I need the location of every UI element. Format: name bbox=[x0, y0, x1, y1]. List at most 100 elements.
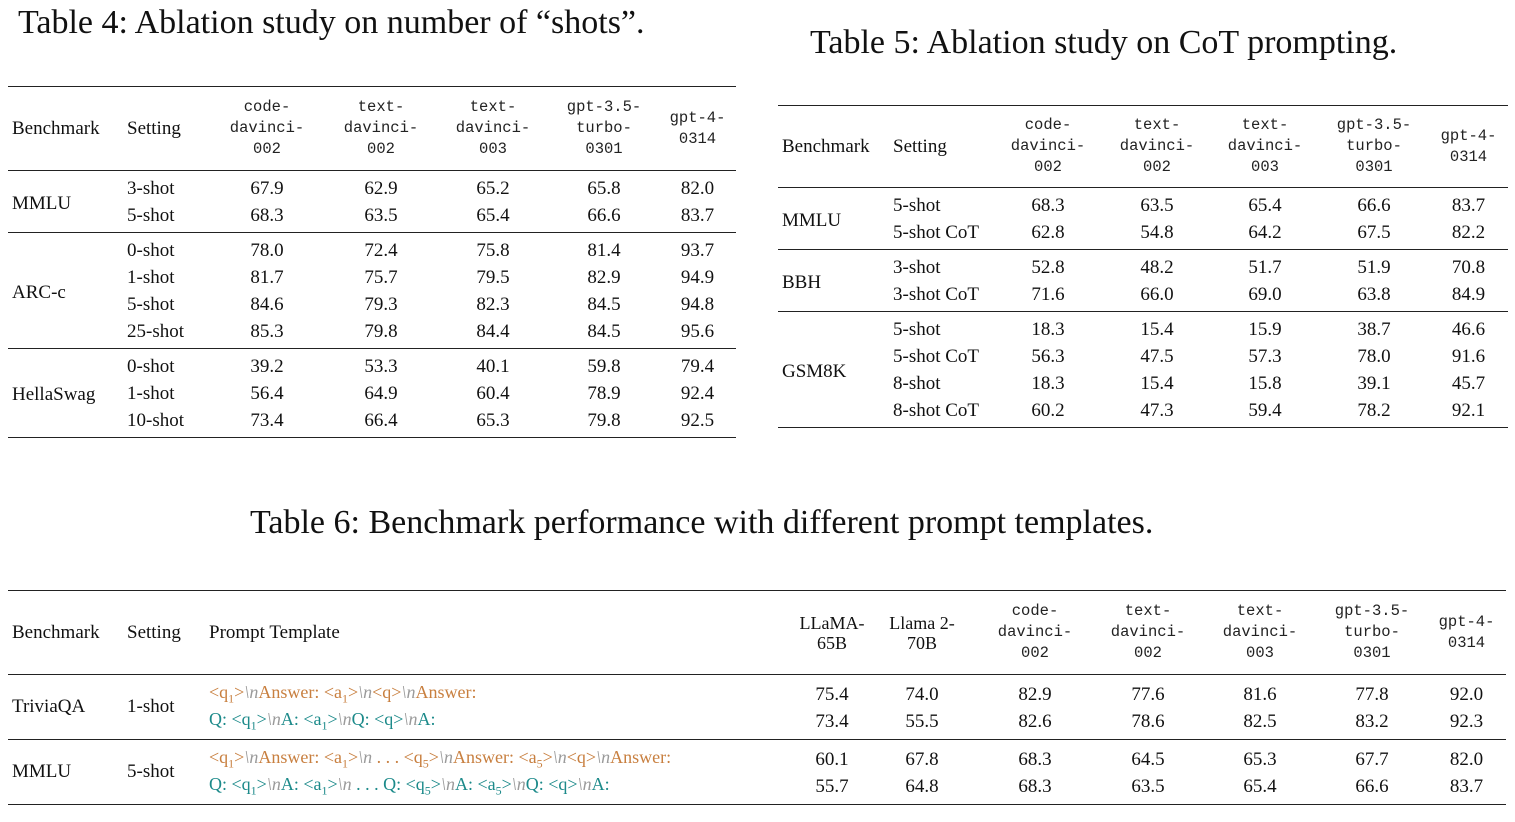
benchmark-name: ARC-c bbox=[12, 281, 66, 303]
value-cell: 57.3 bbox=[1248, 345, 1282, 367]
table6: Benchmark Setting Prompt Template LLaMA- 65B… bbox=[8, 590, 1506, 805]
table4: Benchmark Setting code-davinci- 002 text-dav… bbox=[8, 86, 736, 438]
template-subscript: 1 bbox=[321, 783, 328, 798]
template-subscript: 1 bbox=[250, 783, 257, 798]
table5-group: GSM8K 5-shot 18.3 15.4 15.9 38.7 46.6 5-shot Co… bbox=[778, 312, 1508, 428]
value-cell: 39.1 bbox=[1357, 372, 1391, 394]
value-cell: 85.3 bbox=[250, 320, 284, 342]
value-cell: 47.5 bbox=[1140, 345, 1174, 367]
table6-header-model-line: 0301 bbox=[1353, 644, 1391, 662]
value-cell: 64.9 bbox=[364, 382, 398, 404]
table4-header-model-line: 002 bbox=[367, 140, 395, 158]
setting-cell: 1-shot bbox=[127, 382, 175, 404]
table4-header-row: Benchmark Setting code-davinci- 002 text-dav… bbox=[8, 86, 736, 171]
template-token: . . . <q5> bbox=[372, 747, 439, 771]
template-subscript: 1 bbox=[250, 718, 257, 733]
prompt-template: Q: <q1>\nA: <a1>\n . . . Q: <q5>\nA: <a5… bbox=[209, 773, 797, 805]
benchmark-name: BBH bbox=[782, 271, 822, 293]
value-cell: 59.4 bbox=[1248, 399, 1282, 421]
table6-header-model-line: 70B bbox=[906, 632, 937, 653]
table6-header-model-line: 003 bbox=[1246, 644, 1274, 662]
template-token: Answer: <a1> bbox=[258, 747, 359, 771]
setting-cell: 0-shot bbox=[127, 239, 175, 261]
benchmark-name: MMLU bbox=[782, 209, 842, 231]
table6-header-model-line: davinci- bbox=[997, 623, 1073, 641]
table6-header-model-line: Llama 2- bbox=[889, 612, 955, 633]
table6-header-model: code-davinci- 002 bbox=[977, 591, 1093, 675]
table-row: MMLU 5-shot 68.3 63.5 65.4 66.6 83.7 bbox=[778, 188, 1508, 231]
table6-header-model-line: code- bbox=[1011, 602, 1059, 620]
table5-header-benchmark: Benchmark bbox=[782, 135, 870, 157]
value-cell: 84.5 bbox=[587, 293, 621, 315]
table6-header-model-line: turbo- bbox=[1344, 623, 1400, 641]
table4-header-model-line: code- bbox=[243, 98, 291, 116]
table-row: Q: <q1>\nA: <a1>\nQ: <q>\nA: 73.4 55.5 82.6… bbox=[8, 708, 1506, 740]
setting-cell: 5-shot bbox=[893, 318, 941, 340]
newline-separator: \n bbox=[403, 709, 418, 730]
setting-cell: 0-shot bbox=[127, 355, 175, 377]
template-token: A: <a5> bbox=[454, 774, 512, 798]
prompt-template: <q1>\nAnswer: <a1>\n<q>\nAnswer: bbox=[209, 675, 797, 709]
value-cell: 84.4 bbox=[476, 320, 510, 342]
setting-cell: 5-shot bbox=[127, 293, 175, 315]
table5-header-model-line: text- bbox=[1133, 116, 1181, 134]
table-row: Q: <q1>\nA: <a1>\n . . . Q: <q5>\nA: <a5… bbox=[8, 773, 1506, 805]
table5-header-model-line: 003 bbox=[1251, 158, 1279, 176]
table4-header-model: text-davinci- 003 bbox=[437, 87, 549, 171]
newline-separator: \n bbox=[401, 682, 416, 703]
template-token: <q> bbox=[372, 682, 402, 703]
table-row: 5-shot 84.6 79.3 82.3 84.5 94.8 bbox=[8, 291, 736, 318]
value-cell: 83.7 bbox=[680, 204, 715, 226]
value-cell: 63.8 bbox=[1357, 283, 1391, 305]
table6-header-model-line: gpt-4- bbox=[1438, 612, 1495, 631]
table4-header: Benchmark Setting code-davinci- 002 text-dav… bbox=[8, 86, 736, 171]
value-cell: 55.7 bbox=[815, 775, 849, 797]
template-subscript: 1 bbox=[341, 691, 348, 706]
value-cell: 84.6 bbox=[250, 293, 284, 315]
template-subscript: 1 bbox=[341, 756, 348, 771]
table6-header-model-line: gpt-3.5- bbox=[1334, 602, 1410, 620]
table5-header-model-line: gpt-4- bbox=[1440, 126, 1497, 145]
value-cell: 92.5 bbox=[680, 409, 715, 431]
value-cell: 75.7 bbox=[364, 266, 398, 288]
template-token: Answer: bbox=[415, 682, 477, 703]
newline-separator: \n bbox=[552, 747, 567, 768]
newline-separator: \n bbox=[266, 774, 281, 795]
table4-header-model-line: davinci- bbox=[343, 119, 419, 137]
value-cell: 83.7 bbox=[1451, 194, 1486, 216]
value-cell: 91.6 bbox=[1451, 345, 1486, 367]
value-cell: 79.8 bbox=[587, 409, 621, 431]
table5-header-setting: Setting bbox=[893, 135, 947, 157]
value-cell: 15.9 bbox=[1248, 318, 1282, 340]
newline-separator: \n bbox=[440, 774, 455, 795]
table5-header-model: text-davinci- 002 bbox=[1103, 106, 1211, 188]
value-cell: 82.9 bbox=[1018, 683, 1052, 705]
value-cell: 51.7 bbox=[1248, 256, 1282, 278]
table-row: 25-shot 85.3 79.8 84.4 84.5 95.6 bbox=[8, 318, 736, 349]
template-token: A: <a1> bbox=[280, 709, 338, 733]
table4-group: MMLU 3-shot 67.9 62.9 65.2 65.8 82.0 5-shot 68.3… bbox=[8, 171, 736, 233]
value-cell: 79.5 bbox=[476, 266, 510, 288]
setting-cell: 3-shot bbox=[127, 177, 175, 199]
newline-separator: \n bbox=[358, 682, 373, 703]
table5-header-model-line: 002 bbox=[1143, 158, 1171, 176]
value-cell: 81.4 bbox=[587, 239, 621, 261]
template-subscript: 5 bbox=[424, 783, 431, 798]
value-cell: 92.0 bbox=[1449, 683, 1484, 705]
value-cell: 65.2 bbox=[476, 177, 510, 199]
newline-separator: \n bbox=[244, 682, 259, 703]
table5-header-model-line: 0301 bbox=[1355, 158, 1393, 176]
value-cell: 94.9 bbox=[680, 266, 715, 288]
template-token: Answer: <a5> bbox=[452, 747, 553, 771]
value-cell: 65.4 bbox=[1243, 775, 1277, 797]
table4-header-model-line: text- bbox=[469, 98, 517, 116]
table-row: ARC-c 0-shot 78.0 72.4 75.8 81.4 93.7 bbox=[8, 233, 736, 303]
newline-separator: \n bbox=[244, 747, 259, 768]
value-cell: 45.7 bbox=[1451, 372, 1486, 394]
setting-cell: 1-shot bbox=[127, 696, 175, 717]
table4-caption: Table 4: Ablation study on number of “sh… bbox=[18, 4, 645, 41]
table6-header-model: gpt-3.5- turbo- 0301 bbox=[1317, 591, 1427, 675]
newline-separator: \n bbox=[596, 747, 611, 768]
table-row: BBH 3-shot 52.8 48.2 51.7 51.9 70.8 bbox=[778, 250, 1508, 293]
value-cell: 59.8 bbox=[587, 355, 621, 377]
